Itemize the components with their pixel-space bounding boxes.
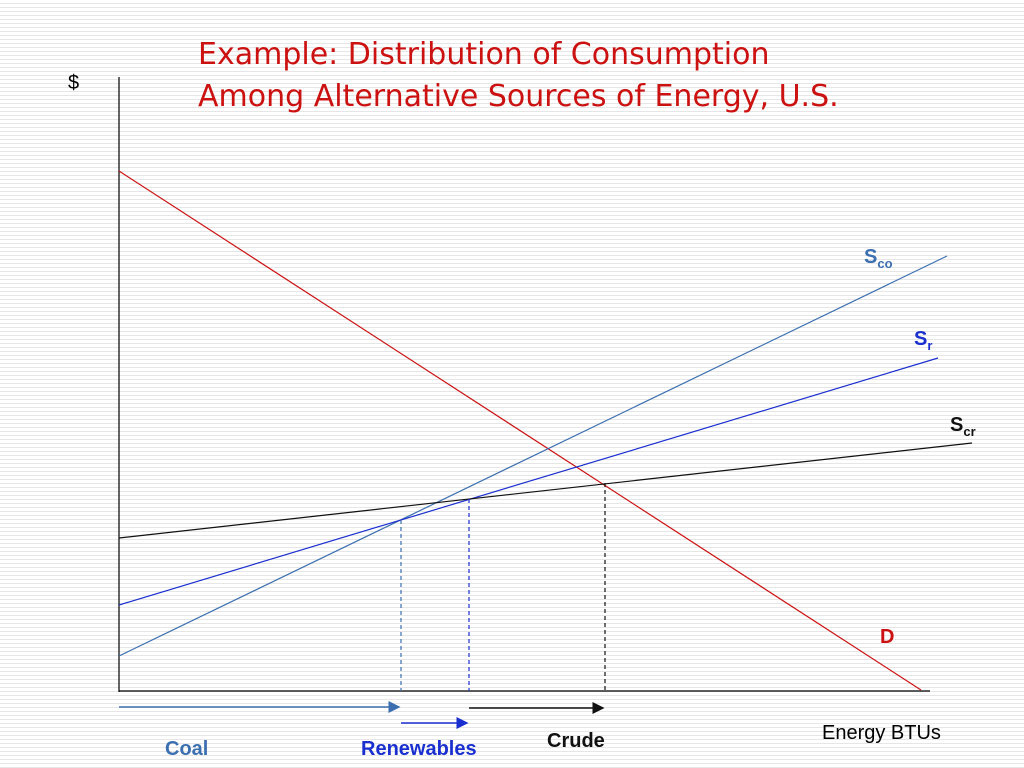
demand-label: D (880, 626, 894, 648)
crude-quantity-label: Crude (547, 730, 605, 752)
title-line-2: Among Alternative Sources of Energy, U.S… (198, 79, 839, 114)
y-axis-label: $ (68, 72, 79, 94)
renewables-supply-curve (118, 357, 939, 606)
slide-title: Example: Distribution of Consumption Amo… (198, 34, 998, 118)
crude-supply-label: Scr (950, 414, 976, 439)
title-line-1: Example: Distribution of Consumption (198, 37, 770, 72)
crude-supply-curve (118, 442, 973, 539)
renewables-quantity-label: Renewables (361, 738, 477, 760)
coal-supply-label: Sco (864, 246, 893, 271)
demand-curve (118, 170, 922, 691)
renewables-supply-label: Sr (914, 328, 932, 353)
coal-quantity-label: Coal (165, 738, 208, 760)
x-axis-label: Energy BTUs (822, 722, 941, 744)
coal-supply-curve (118, 255, 948, 657)
